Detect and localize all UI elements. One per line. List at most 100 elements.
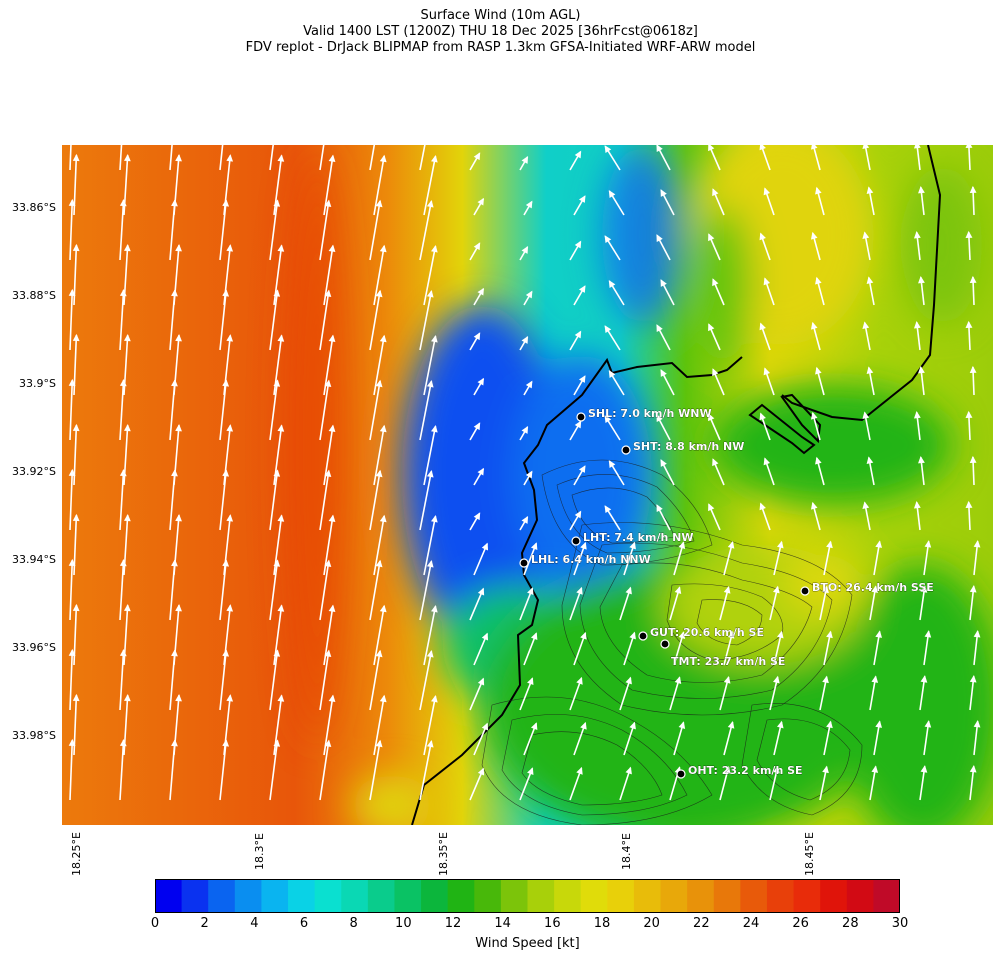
wind-vector-head — [604, 415, 612, 424]
wind-vector-head — [862, 321, 870, 329]
wind-vector-head — [712, 458, 719, 467]
station-sht[interactable]: SHT: 8.8 km/h NW — [621, 440, 745, 455]
wind-vector-head — [473, 512, 481, 521]
wind-vector-head — [763, 367, 771, 376]
wind-vector-head — [969, 765, 977, 773]
wind-vector-head — [871, 765, 879, 773]
wind-vector-head — [175, 694, 182, 702]
wind-vector-head — [574, 330, 582, 339]
wind-vector-head — [375, 739, 383, 748]
wind-vector-head — [723, 585, 731, 594]
wind-vector-shaft — [69, 145, 72, 171]
station-shl[interactable]: SHL: 7.0 km/h WNW — [576, 407, 712, 422]
coastline-east — [781, 145, 942, 422]
wind-vector-head — [759, 145, 766, 151]
wind-vector-head — [171, 469, 178, 477]
station-oht[interactable]: OHT: 23.2 km/h SE — [676, 764, 803, 779]
wind-vector-head — [222, 739, 230, 747]
wind-vector-head — [426, 379, 434, 388]
wind-vector-head — [226, 154, 234, 162]
wind-vector-shaft — [219, 560, 227, 621]
station-sht-label: SHT: 8.8 km/h NW — [633, 440, 744, 453]
colorbar-swatch — [314, 879, 342, 913]
station-gut[interactable]: GUT: 20.6 km/h SE — [638, 626, 764, 641]
wind-vector-head — [222, 289, 230, 297]
station-tmt[interactable]: TMT: 23.7 km/h SE — [660, 639, 786, 668]
colorbar-tick-label: 0 — [150, 916, 160, 931]
wind-vector-shaft — [423, 335, 437, 396]
colorbar-tick-label: 28 — [842, 916, 859, 931]
wind-vector-head — [379, 154, 387, 163]
wind-vector-head — [431, 604, 438, 613]
colorbar-tick-label: 2 — [200, 916, 209, 931]
wind-vector-head — [862, 411, 870, 419]
wind-vector-shaft — [373, 695, 385, 756]
wind-vector-head — [521, 246, 529, 254]
wind-vector-head — [171, 739, 178, 747]
colorbar-swatch — [421, 879, 449, 913]
wind-vector-head — [375, 379, 383, 388]
wind-vector-shaft — [369, 650, 381, 711]
wind-vector-shaft — [169, 380, 176, 441]
colorbar-swatch — [447, 879, 475, 913]
wind-vector-head — [171, 379, 178, 387]
wind-vector-head — [171, 559, 178, 567]
colorbar-swatch — [633, 879, 662, 913]
wind-vector-head — [375, 199, 383, 208]
wind-vector-shaft — [319, 380, 330, 441]
wind-vector-head — [924, 720, 932, 728]
wind-vector-head — [822, 675, 829, 684]
colorbar-swatch — [873, 879, 900, 913]
wind-vector-head — [277, 334, 285, 342]
colorbar-tick-label: 26 — [792, 916, 809, 931]
wind-vector-head — [660, 369, 667, 377]
wind-vector-head — [226, 694, 234, 702]
station-lht[interactable]: LHT: 7.4 km/h NW — [571, 531, 694, 546]
wind-vector-shaft — [119, 290, 125, 351]
station-bto[interactable]: BTO: 26.4 km/h SSE — [800, 581, 934, 596]
wind-vector-shaft — [119, 470, 125, 531]
wind-vector-shaft — [319, 290, 330, 351]
wind-vector-head — [324, 739, 332, 748]
colorbar-swatch — [155, 879, 183, 913]
wind-vector-head — [574, 150, 582, 159]
wind-vector-head — [226, 424, 234, 432]
wind-vector-head — [277, 424, 285, 432]
wind-vector-head — [119, 468, 127, 477]
wind-vector-head — [973, 630, 981, 638]
wind-vector-head — [810, 231, 818, 240]
wind-vector-head — [431, 694, 438, 703]
wind-vector-shaft — [423, 155, 437, 216]
wind-vector-head — [277, 514, 285, 522]
wind-vector-head — [875, 630, 882, 638]
wind-vector-head — [123, 513, 131, 522]
colorbar-swatch — [261, 879, 289, 913]
wind-vector-head — [574, 510, 582, 519]
wind-vector-head — [871, 675, 879, 683]
colorbar-label: Wind Speed [kt] — [475, 936, 580, 951]
lon-tick-label: 18.45°E — [803, 832, 816, 876]
wind-vector-head — [763, 187, 771, 196]
wind-vector-shaft — [219, 145, 224, 171]
wind-vector-head — [913, 501, 921, 509]
wind-vector-head — [815, 366, 822, 375]
wind-vector-head — [656, 414, 663, 423]
wind-vector-head — [525, 470, 533, 479]
wind-vector-head — [810, 321, 818, 330]
wind-vector-head — [375, 649, 383, 658]
wind-vector-shaft — [319, 740, 330, 801]
wind-vector-head — [862, 145, 870, 149]
wind-vector-head — [763, 277, 771, 286]
wind-vector-head — [72, 243, 80, 252]
wind-vector-head — [727, 630, 735, 639]
wind-vector-head — [763, 457, 771, 466]
wind-vector-head — [72, 333, 80, 342]
wind-vector-shaft — [423, 425, 437, 486]
wind-vector-head — [119, 288, 127, 297]
colorbar-tick-label: 6 — [299, 916, 309, 931]
wind-vector-head — [222, 469, 230, 477]
colorbar-swatch — [607, 879, 635, 913]
wind-vector-head — [629, 541, 636, 550]
station-lhl[interactable]: LHL: 6.4 km/h NNW — [519, 553, 651, 568]
wind-vector-head — [481, 722, 489, 731]
